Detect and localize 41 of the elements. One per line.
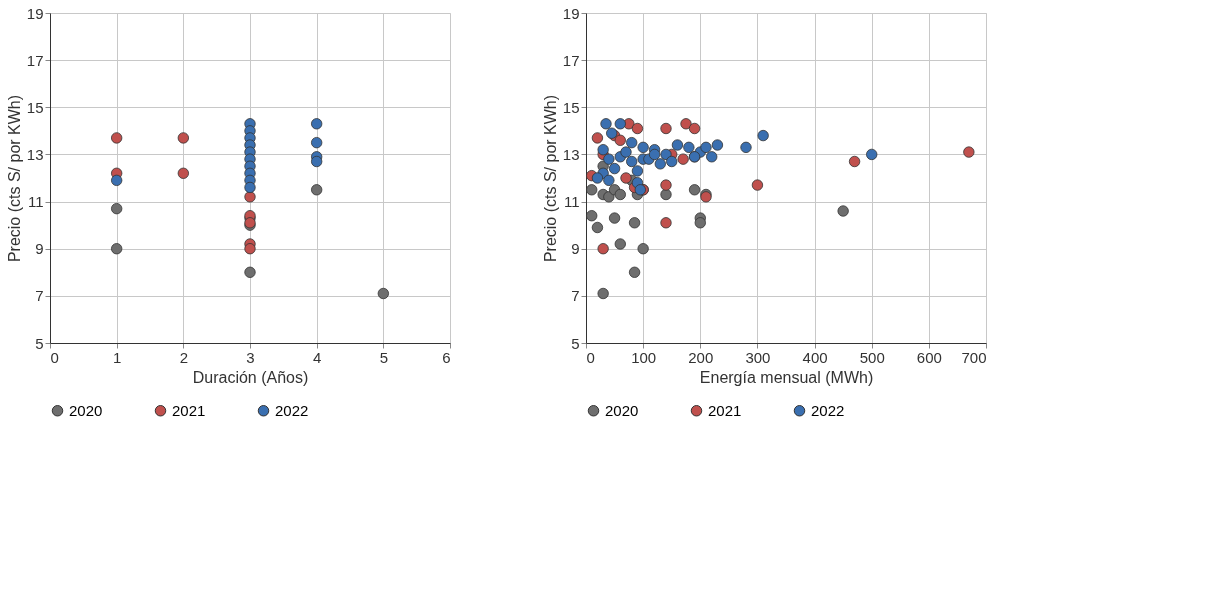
x-tick-label: 500	[859, 348, 885, 366]
x-tick-label: 6	[442, 348, 451, 366]
y-tick-label: 5	[35, 334, 44, 352]
legend-label: 2020	[69, 401, 103, 419]
x-tick-label: 2	[179, 348, 189, 366]
y-tick-label: 9	[35, 240, 44, 258]
legend-label: 2022	[275, 401, 309, 419]
x-axis-title: Duración (Años)	[192, 368, 309, 386]
y-tick-label: 19	[26, 4, 44, 22]
x-tick-label: 0	[586, 348, 595, 366]
y-axis-title: Precio (cts S/ por KWh)	[541, 94, 559, 263]
y-axis-title: Precio (cts S/ por KWh)	[5, 94, 23, 263]
x-tick-label: 400	[802, 348, 828, 366]
x-tick-label: 100	[631, 348, 657, 366]
y-tick-label: 13	[562, 145, 580, 163]
x-tick-label: 600	[916, 348, 942, 366]
y-tick-label: 11	[563, 193, 580, 211]
y-tick-label: 17	[26, 51, 44, 69]
x-tick-label: 300	[745, 348, 771, 366]
x-tick-label: 200	[688, 348, 714, 366]
y-tick-label: 17	[562, 51, 580, 69]
y-tick-label: 9	[571, 240, 580, 258]
x-tick-label: 3	[246, 348, 255, 366]
y-tick-label: 15	[562, 98, 580, 116]
x-axis-title: Energía mensual (MWh)	[699, 368, 874, 386]
y-tick-label: 15	[26, 98, 44, 116]
x-tick-label: 4	[312, 348, 322, 366]
x-tick-label: 700	[961, 348, 987, 366]
y-tick-label: 19	[562, 4, 580, 22]
x-tick-label: 1	[112, 348, 122, 366]
legend-label: 2021	[708, 401, 742, 419]
y-tick-label: 7	[571, 287, 580, 305]
y-tick-label: 13	[26, 145, 44, 163]
x-tick-label: 0	[50, 348, 59, 366]
y-tick-label: 7	[35, 287, 44, 305]
legend-label: 2021	[172, 401, 206, 419]
legend-label: 2020	[605, 401, 639, 419]
y-tick-label: 5	[571, 334, 580, 352]
x-tick-label: 5	[379, 348, 389, 366]
legend-label: 2022	[811, 401, 845, 419]
y-tick-label: 11	[27, 193, 44, 211]
